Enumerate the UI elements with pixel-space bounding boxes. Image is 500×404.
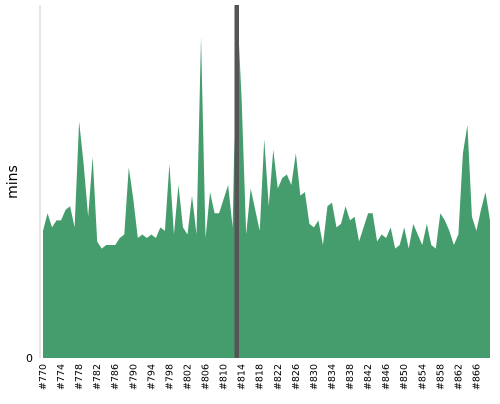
x-tick-label: #866 xyxy=(471,364,482,390)
highlight-marker xyxy=(234,5,239,358)
x-tick-label: #786 xyxy=(110,364,121,390)
x-tick-label: #818 xyxy=(255,364,266,390)
x-tick-label: #774 xyxy=(56,364,67,390)
x-tick-label: #858 xyxy=(435,364,446,390)
x-tick-label: #846 xyxy=(381,364,392,390)
x-tick-label: #814 xyxy=(237,364,248,390)
x-tick-label: #842 xyxy=(363,364,374,390)
area xyxy=(43,5,490,358)
x-tick-label: #794 xyxy=(146,364,157,390)
x-tick-label: #798 xyxy=(164,364,175,390)
y-axis-title: mins xyxy=(5,165,21,199)
y-tick-label: 0 xyxy=(26,352,33,365)
x-tick-label: #778 xyxy=(74,364,85,390)
x-tick-label: #782 xyxy=(92,364,103,390)
x-tick-label: #834 xyxy=(327,364,338,390)
x-tick-label: #806 xyxy=(201,364,212,390)
x-tick-label: #854 xyxy=(417,364,428,390)
x-tick-label: #850 xyxy=(399,364,410,390)
x-tick-label: #862 xyxy=(453,364,464,390)
x-tick-label: #830 xyxy=(309,364,320,390)
x-tick-label: #770 xyxy=(38,364,49,390)
x-tick-label: #826 xyxy=(291,364,302,390)
x-tick-label: #822 xyxy=(273,364,284,390)
x-tick-label: #838 xyxy=(345,364,356,390)
x-tick-label: #810 xyxy=(219,364,230,390)
x-tick-label: #790 xyxy=(128,364,139,390)
x-tick-label: #802 xyxy=(182,364,193,390)
plot-area xyxy=(43,5,490,358)
